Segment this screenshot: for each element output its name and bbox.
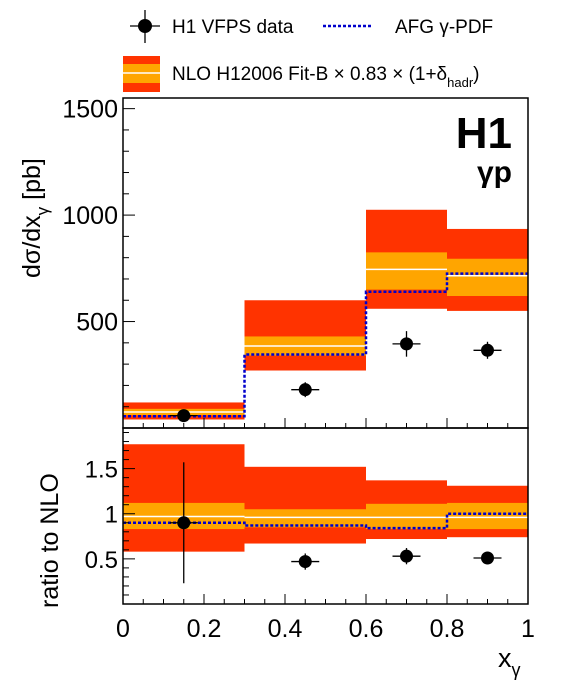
x-tick-label: 0.2 xyxy=(187,615,222,643)
data-point-1 xyxy=(169,462,198,584)
top-y-tick-labels: 500 1000 1500 xyxy=(62,96,118,337)
nlo-outer-band-bin-2 xyxy=(244,300,366,371)
ratio-x-tick-labels: 0 0.2 0.4 0.6 0.8 1 xyxy=(116,615,535,643)
data-point-1 xyxy=(169,409,198,423)
legend: H1 VFPS data AFG γ-PDF NLO H12006 Fit-B … xyxy=(123,10,493,92)
nlo-inner-band-bin-4 xyxy=(447,502,528,530)
top-y-axis-title: dσ/dxγ [pb] xyxy=(18,158,52,278)
data-point-3 xyxy=(392,548,421,565)
top-data-points xyxy=(169,331,502,423)
afg-step-line xyxy=(123,272,528,418)
y-tick-label: 1 xyxy=(105,502,118,529)
ratio-y-axis-title: ratio to NLO xyxy=(36,473,64,608)
top-afg-curve xyxy=(123,272,528,418)
nlo-outer-band-bin-2 xyxy=(244,466,366,544)
ratio-y-tick-labels: 0.5 1 1.5 xyxy=(85,457,118,574)
data-point-4 xyxy=(473,341,502,359)
x-axis-title: xγ xyxy=(498,643,521,680)
x-tick-label: 0 xyxy=(116,615,130,643)
afg-step-line xyxy=(123,512,528,530)
y-tick-label: 1.5 xyxy=(85,457,118,484)
data-point-2 xyxy=(291,382,320,398)
nlo-inner-band-bin-2 xyxy=(244,509,366,528)
top-nlo-bands xyxy=(123,209,528,420)
legend-data-marker xyxy=(130,10,160,43)
x-tick-label: 0.4 xyxy=(268,615,303,643)
data-point-3 xyxy=(392,331,421,357)
y-tick-label: 1500 xyxy=(62,96,118,124)
x-tick-label: 0.6 xyxy=(349,615,384,643)
y-tick-label: 500 xyxy=(76,309,118,337)
experiment-name: H1 xyxy=(456,109,512,158)
y-tick-label: 0.5 xyxy=(85,547,118,574)
legend-afg-label: AFG γ-PDF xyxy=(395,17,493,38)
ratio-panel: 0.5 1 1.5 0 0.2 0.4 0.6 0.8 1 ratio to NLO xγ xyxy=(36,427,535,680)
data-point-4 xyxy=(473,551,502,565)
ratio-afg-curve xyxy=(123,512,528,530)
top-panel: 500 1000 1500 dσ/dxγ [pb] H1 γp xyxy=(18,96,529,429)
ratio-data-points xyxy=(169,462,502,584)
legend-nlo-label: NLO H12006 Fit-B × 0.83 × (1+δhadr) xyxy=(172,64,480,90)
nlo-inner-band-bin-4 xyxy=(447,258,528,296)
data-point-2 xyxy=(291,553,320,570)
nlo-inner-band-bin-3 xyxy=(366,503,447,530)
experiment-process: γp xyxy=(477,156,512,189)
x-tick-label: 1 xyxy=(521,615,535,643)
x-tick-label: 0.8 xyxy=(430,615,465,643)
legend-data-label: H1 VFPS data xyxy=(172,17,294,38)
ratio-axis-ticks xyxy=(122,432,529,605)
legend-nlo-band xyxy=(123,56,160,92)
nlo-inner-band-bin-3 xyxy=(366,252,447,290)
y-tick-label: 1000 xyxy=(62,202,118,230)
